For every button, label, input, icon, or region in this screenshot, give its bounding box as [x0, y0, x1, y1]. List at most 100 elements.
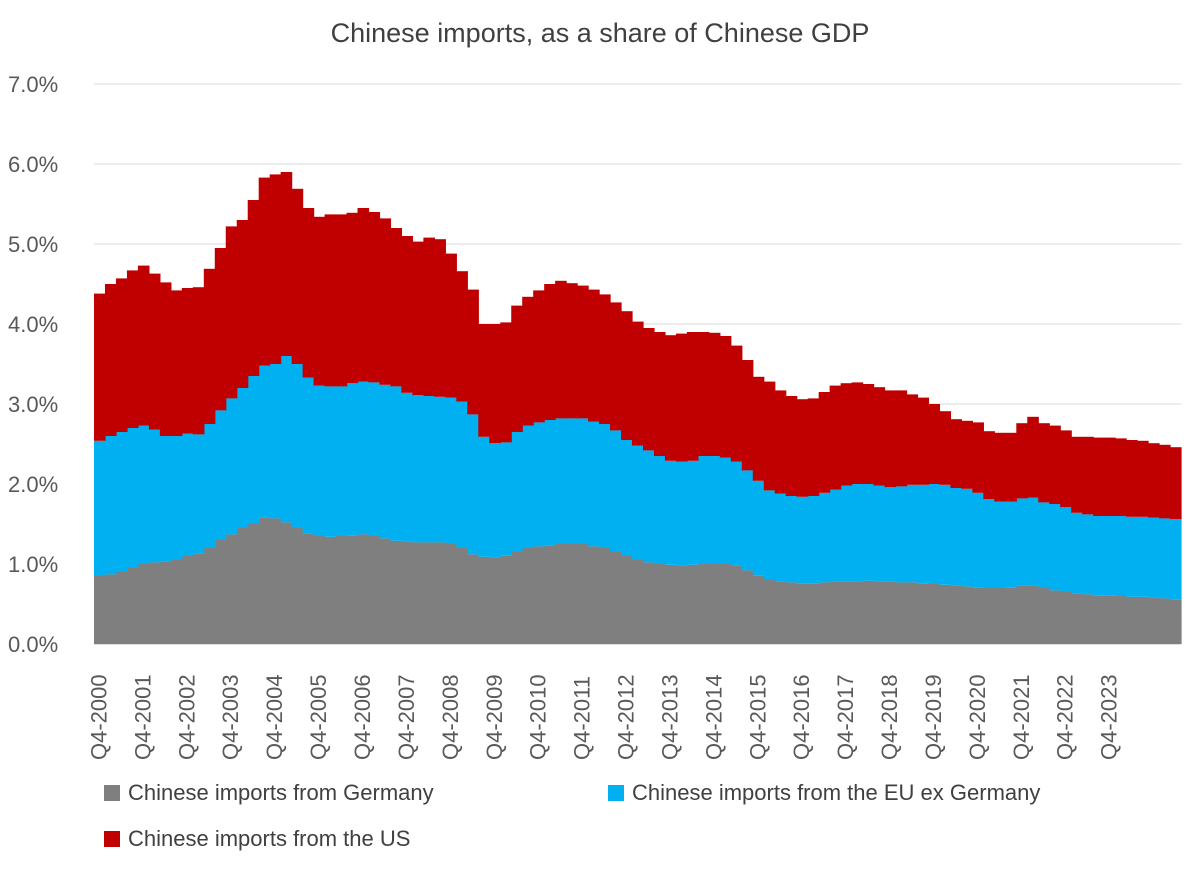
y-tick-label: 1.0%: [8, 552, 58, 577]
area-segment-s0-q75: [917, 583, 930, 644]
area-segment-s2-q12: [225, 226, 238, 399]
area-segment-s2-q36: [489, 324, 501, 444]
area-segment-s0-q67: [829, 581, 842, 644]
area-segment-s2-q98: [1170, 447, 1182, 520]
area-segment-s1-q20: [313, 385, 326, 536]
area-segment-s0-q37: [500, 555, 512, 644]
area-segment-s0-q53: [675, 565, 688, 644]
area-segment-s0-q78: [950, 585, 963, 644]
area-segment-s2-q28: [401, 236, 414, 393]
area-segment-s2-q88: [1060, 430, 1072, 508]
area-segment-s0-q13: [236, 528, 249, 644]
x-tick-label: Q4-2003: [218, 674, 243, 760]
area-segment-s2-q95: [1137, 440, 1149, 517]
area-segment-s0-q47: [610, 552, 622, 644]
area-segment-s2-q11: [214, 248, 227, 411]
area-segment-s2-q70: [862, 384, 875, 484]
area-segment-s0-q31: [434, 542, 446, 644]
area-segment-s1-q94: [1126, 516, 1138, 597]
area-segment-s1-q51: [653, 456, 666, 564]
area-segment-s2-q61: [763, 381, 776, 491]
area-segment-s2-q86: [1038, 423, 1050, 503]
area-segment-s0-q20: [313, 536, 326, 644]
y-tick-label: 4.0%: [8, 312, 58, 337]
area-segment-s0-q7: [170, 560, 183, 644]
area-segment-s2-q62: [774, 390, 787, 494]
area-segment-s2-q39: [522, 296, 534, 426]
area-segment-s1-q98: [1170, 519, 1182, 600]
x-tick-label: Q4-2002: [174, 674, 199, 760]
area-segment-s0-q28: [401, 541, 414, 644]
x-tick-label: Q4-2009: [482, 674, 507, 760]
area-segment-s2-q26: [379, 218, 392, 385]
area-segment-s1-q24: [357, 381, 370, 535]
area-segment-s1-q91: [1093, 516, 1105, 596]
area-segment-s1-q37: [500, 442, 512, 556]
area-segment-s0-q59: [741, 570, 754, 644]
area-segment-s2-q13: [236, 220, 249, 388]
area-segment-s1-q1: [104, 436, 117, 575]
area-segment-s0-q12: [225, 534, 238, 644]
area-segment-s1-q3: [126, 428, 139, 568]
area-segment-s0-q82: [994, 588, 1006, 644]
area-segment-s1-q25: [368, 382, 381, 536]
area-segment-s0-q83: [1005, 587, 1017, 644]
area-segment-s2-q64: [796, 399, 809, 497]
area-segment-s1-q4: [137, 425, 150, 564]
area-segment-s0-q33: [456, 548, 468, 644]
area-segment-s2-q84: [1016, 423, 1028, 499]
area-segment-s0-q24: [357, 534, 370, 644]
area-segment-s2-q55: [697, 332, 710, 456]
area-segment-s2-q49: [632, 321, 644, 446]
x-tick-label: Q4-2008: [438, 674, 463, 760]
area-segment-s2-q46: [599, 294, 611, 424]
area-segment-s0-q87: [1049, 590, 1061, 644]
x-tick-label: Q4-2023: [1097, 674, 1122, 760]
area-segment-s0-q8: [181, 556, 194, 644]
area-segment-s0-q86: [1038, 588, 1050, 644]
area-segment-s1-q38: [511, 432, 523, 552]
area-segment-s1-q34: [467, 414, 479, 555]
area-segment-s2-q30: [423, 237, 435, 396]
area-segment-s2-q68: [840, 383, 853, 486]
legend-swatch-eu-ex-germany: [608, 785, 624, 801]
area-segment-s1-q26: [379, 384, 392, 539]
area-segment-s0-q38: [511, 552, 523, 644]
x-tick-label: Q4-2001: [130, 674, 155, 760]
area-segment-s1-q2: [115, 432, 128, 572]
area-segment-s0-q95: [1137, 596, 1149, 644]
area-segment-s1-q14: [247, 376, 260, 524]
area-segment-s1-q68: [840, 485, 853, 582]
area-segment-s0-q2: [115, 572, 128, 644]
area-segment-s0-q63: [785, 582, 798, 644]
area-segment-s2-q33: [456, 271, 468, 402]
area-segment-s1-q90: [1082, 514, 1094, 595]
area-segment-s1-q52: [664, 460, 677, 565]
area-segment-s2-q76: [928, 404, 941, 484]
x-tick-label: Q4-2022: [1053, 674, 1078, 760]
area-segment-s1-q96: [1148, 517, 1160, 598]
area-segment-s1-q85: [1027, 497, 1039, 586]
area-segment-s0-q64: [796, 583, 809, 644]
y-tick-label: 2.0%: [8, 472, 58, 497]
x-tick-label: Q4-2006: [350, 674, 375, 760]
area-segment-s0-q22: [335, 536, 348, 644]
area-segment-s1-q92: [1104, 516, 1116, 596]
area-segment-s1-q50: [642, 450, 655, 563]
area-segment-s0-q84: [1016, 585, 1028, 644]
area-segment-s2-q63: [785, 396, 798, 496]
area-segment-s1-q56: [708, 456, 721, 564]
x-tick-label: Q4-2011: [570, 676, 595, 760]
area-segment-s1-q41: [544, 420, 556, 546]
y-tick-label: 3.0%: [8, 392, 58, 417]
area-segment-s1-q55: [697, 456, 710, 564]
area-segment-s0-q65: [807, 583, 820, 644]
area-segment-s1-q5: [148, 429, 161, 563]
area-segment-s0-q74: [906, 582, 919, 644]
area-segment-s1-q39: [522, 425, 534, 548]
x-tick-label: Q4-2000: [86, 674, 111, 760]
area-segment-s2-q9: [192, 287, 205, 435]
area-segment-s2-q47: [610, 302, 622, 431]
area-segment-s2-q6: [159, 282, 172, 436]
area-segment-s1-q30: [423, 396, 435, 543]
